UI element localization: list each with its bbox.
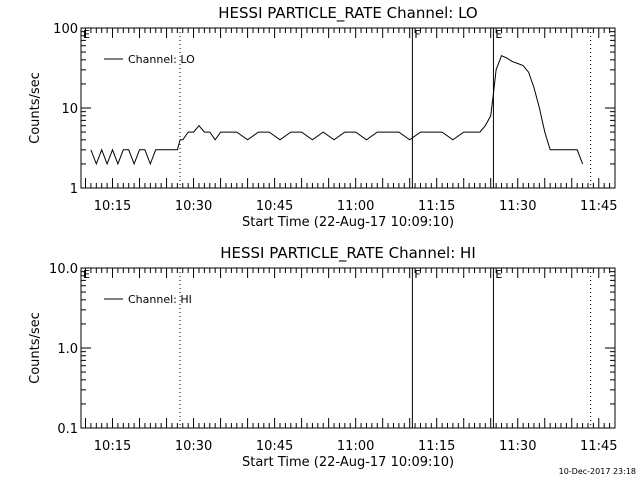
x-tick-label: 11:00 xyxy=(337,199,374,214)
event-marker-label: E xyxy=(495,268,502,281)
event-marker-label: E xyxy=(83,268,90,281)
x-tick-label: 10:15 xyxy=(94,199,131,214)
y-tick-label: 0.1 xyxy=(57,422,78,437)
x-tick-label: 11:00 xyxy=(337,439,374,454)
y-tick-label: 10 xyxy=(61,102,78,117)
x-tick-label: 11:45 xyxy=(580,439,617,454)
chart-title: HESSI PARTICLE_RATE Channel: LO xyxy=(218,4,477,23)
series-line-0 xyxy=(90,55,584,166)
x-tick-label: 11:45 xyxy=(580,199,617,214)
panel-lo: HESSI PARTICLE_RATE Channel: LO Counts/se… xyxy=(28,4,618,230)
y-tick-label: 100 xyxy=(53,22,78,37)
x-axis-label: Start Time (22-Aug-17 10:09:10) xyxy=(242,455,454,470)
x-tick-label: 10:45 xyxy=(256,199,293,214)
x-axis-label: Start Time (22-Aug-17 10:09:10) xyxy=(242,215,454,230)
chart-title: HESSI PARTICLE_RATE Channel: HI xyxy=(220,244,476,263)
legend-label: Channel: HI xyxy=(128,293,192,306)
x-tick-label: 10:15 xyxy=(94,439,131,454)
y-axis-label: Counts/sec xyxy=(28,312,43,384)
x-tick-label: 11:30 xyxy=(499,199,536,214)
footer-date: 10-Dec-2017 23:18 xyxy=(559,467,636,476)
plot-frame xyxy=(80,267,616,429)
x-tick-label: 11:30 xyxy=(499,439,536,454)
event-marker-label: F xyxy=(414,268,420,281)
panel-hi: HESSI PARTICLE_RATE Channel: HI Counts/se… xyxy=(28,244,618,470)
x-tick-label: 10:30 xyxy=(175,199,212,214)
x-tick-label: 10:45 xyxy=(256,439,293,454)
plot-frame xyxy=(80,27,616,189)
y-tick-label: 10.0 xyxy=(49,262,78,277)
y-axis-label: Counts/sec xyxy=(28,72,43,144)
x-tick-label: 11:15 xyxy=(418,439,455,454)
y-tick-label: 1.0 xyxy=(57,342,78,357)
event-marker-label: F xyxy=(414,28,420,41)
x-tick-label: 11:15 xyxy=(418,199,455,214)
x-tick-label: 10:30 xyxy=(175,439,212,454)
legend-label: Channel: LO xyxy=(128,53,195,66)
y-tick-label: 1 xyxy=(70,182,78,197)
event-marker-label: E xyxy=(83,28,90,41)
event-marker-label: E xyxy=(495,28,502,41)
